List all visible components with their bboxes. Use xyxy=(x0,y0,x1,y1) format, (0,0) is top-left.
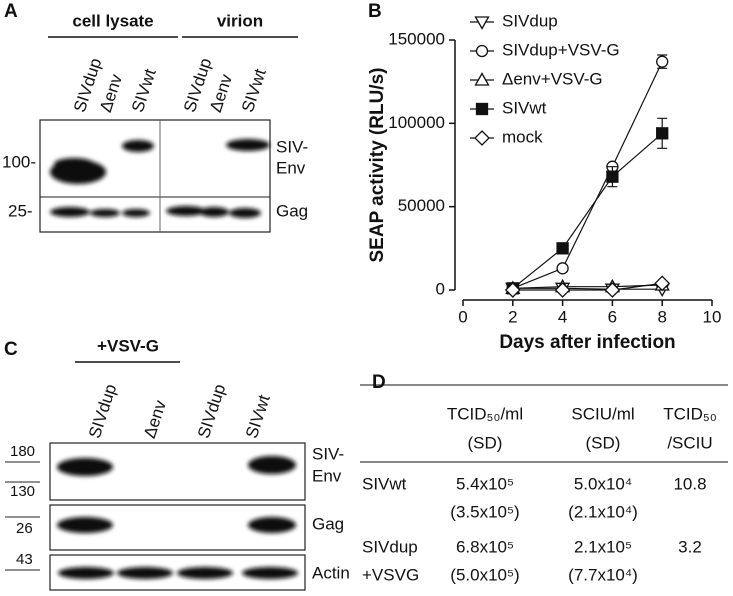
lane-label: Δenv xyxy=(96,71,126,114)
table-cell: +VSVG xyxy=(362,565,419,584)
x-tick-label: 6 xyxy=(608,307,617,326)
marker xyxy=(504,282,521,298)
size-marker: 130 xyxy=(10,483,35,500)
table-header: (SD) xyxy=(586,433,621,452)
table-header: TCID₅₀ xyxy=(663,404,717,423)
panel-label: B xyxy=(368,1,382,22)
table-cell: 10.8 xyxy=(673,474,706,493)
band-label: Actin xyxy=(312,563,350,582)
legend-label: SIVwt xyxy=(502,98,547,117)
marker xyxy=(556,262,569,275)
table-cell: (7.7x10⁴) xyxy=(568,565,638,584)
marker xyxy=(656,55,669,68)
x-axis-label: Days after infection xyxy=(499,332,675,353)
table-cell: SIVwt xyxy=(362,474,407,493)
table-header: TCID₅₀/ml xyxy=(447,404,523,423)
marker xyxy=(474,16,490,30)
marker xyxy=(556,242,569,255)
panel-label: C xyxy=(4,339,18,360)
y-tick-label: 50000 xyxy=(398,196,445,215)
legend-label: SIVdup+VSV-G xyxy=(502,40,620,59)
lane-label: SIVdup xyxy=(194,382,229,441)
marker xyxy=(656,127,669,140)
marker xyxy=(474,130,490,146)
group-label: cell lysate xyxy=(72,11,153,30)
panel-label: A xyxy=(4,1,18,22)
x-tick-label: 10 xyxy=(703,307,722,326)
marker xyxy=(475,102,489,116)
table-cell: (5.0x10⁵) xyxy=(450,565,519,584)
y-tick-label: 100000 xyxy=(388,113,445,132)
size-marker: 25- xyxy=(8,201,33,220)
band-label: SIV- xyxy=(276,137,308,156)
lane-label: SIVwt xyxy=(238,66,270,114)
blot-c xyxy=(5,442,306,591)
series-line xyxy=(512,132,663,289)
lane-label: Δenv xyxy=(140,397,170,440)
table-cell: 5.4x10⁵ xyxy=(456,474,514,493)
size-marker: 180 xyxy=(10,443,35,460)
y-tick-label: 150000 xyxy=(388,29,445,48)
lane-label: Δenv xyxy=(206,71,236,114)
size-marker: 43 xyxy=(16,551,33,568)
marker xyxy=(654,275,671,292)
lane-label: SIVdup xyxy=(85,382,120,441)
table-cell: (3.5x10⁵) xyxy=(450,502,519,521)
x-tick-label: 0 xyxy=(458,307,467,326)
table-header: /SCIU xyxy=(667,433,712,452)
band-label: Env xyxy=(312,466,342,485)
size-marker: 26 xyxy=(16,520,33,537)
table-header: (SD) xyxy=(468,433,503,452)
blot-a xyxy=(39,119,271,233)
group-label: +VSV-G xyxy=(97,336,159,355)
band-label: Gag xyxy=(312,514,344,533)
y-tick-label: 0 xyxy=(436,279,445,298)
series-line xyxy=(512,282,663,291)
x-tick-label: 4 xyxy=(558,307,567,326)
legend-label: mock xyxy=(502,127,543,146)
series-line xyxy=(512,284,663,289)
table-cell: 6.8x10⁵ xyxy=(456,537,514,556)
panel-label: D xyxy=(372,372,386,393)
band-label: Gag xyxy=(276,201,308,220)
table-cell: SIVdup xyxy=(362,537,418,556)
table-cell: 2.1x10⁵ xyxy=(574,537,632,556)
legend-label: Δenv+VSV-G xyxy=(502,69,603,88)
band-label: Env xyxy=(276,158,306,177)
y-axis-label: SEAP activity (RLU/s) xyxy=(367,68,388,263)
table-header: SCIU/ml xyxy=(571,404,634,423)
series-line xyxy=(512,61,663,289)
marker xyxy=(475,44,489,58)
table-cell: 5.0x10⁴ xyxy=(574,474,632,493)
marker xyxy=(606,170,619,183)
series-line xyxy=(512,287,663,290)
lane-label: SIVwt xyxy=(128,66,160,114)
table-cell: 3.2 xyxy=(678,537,702,556)
marker xyxy=(554,282,571,298)
marker xyxy=(474,72,490,86)
group-label: virion xyxy=(217,11,263,30)
band-label: SIV- xyxy=(312,444,344,463)
size-marker: 100- xyxy=(2,152,36,171)
legend-label: SIVdup xyxy=(502,11,558,30)
x-tick-label: 8 xyxy=(657,307,666,326)
marker xyxy=(604,282,621,298)
x-tick-label: 2 xyxy=(508,307,517,326)
table-cell: (2.1x10⁴) xyxy=(568,502,638,521)
lane-label: SIVwt xyxy=(242,392,274,440)
